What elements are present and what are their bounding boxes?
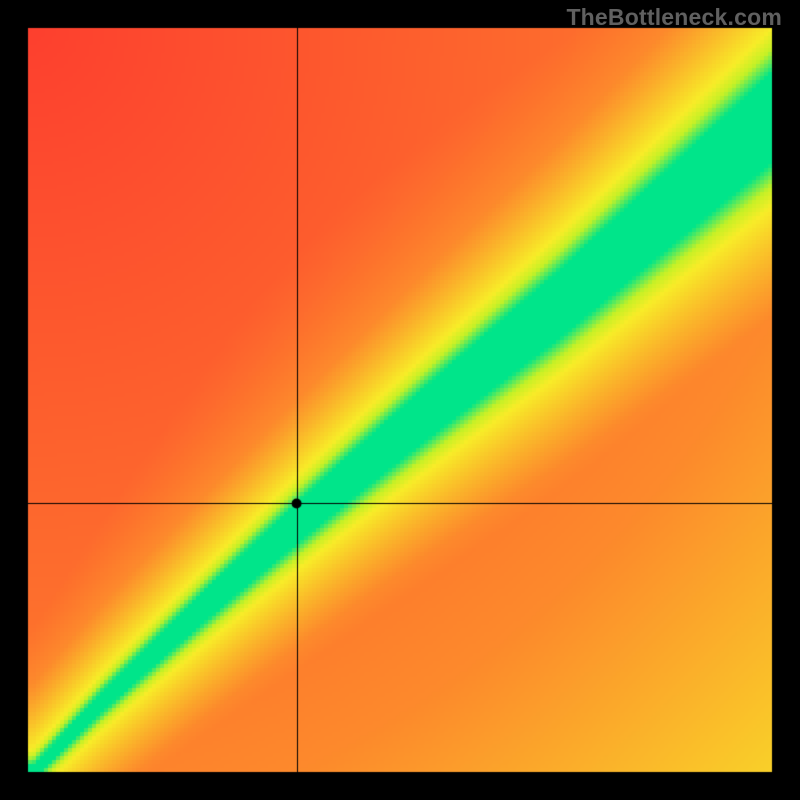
chart-container: TheBottleneck.com (0, 0, 800, 800)
watermark-text: TheBottleneck.com (566, 4, 782, 31)
bottleneck-heatmap (0, 0, 800, 800)
